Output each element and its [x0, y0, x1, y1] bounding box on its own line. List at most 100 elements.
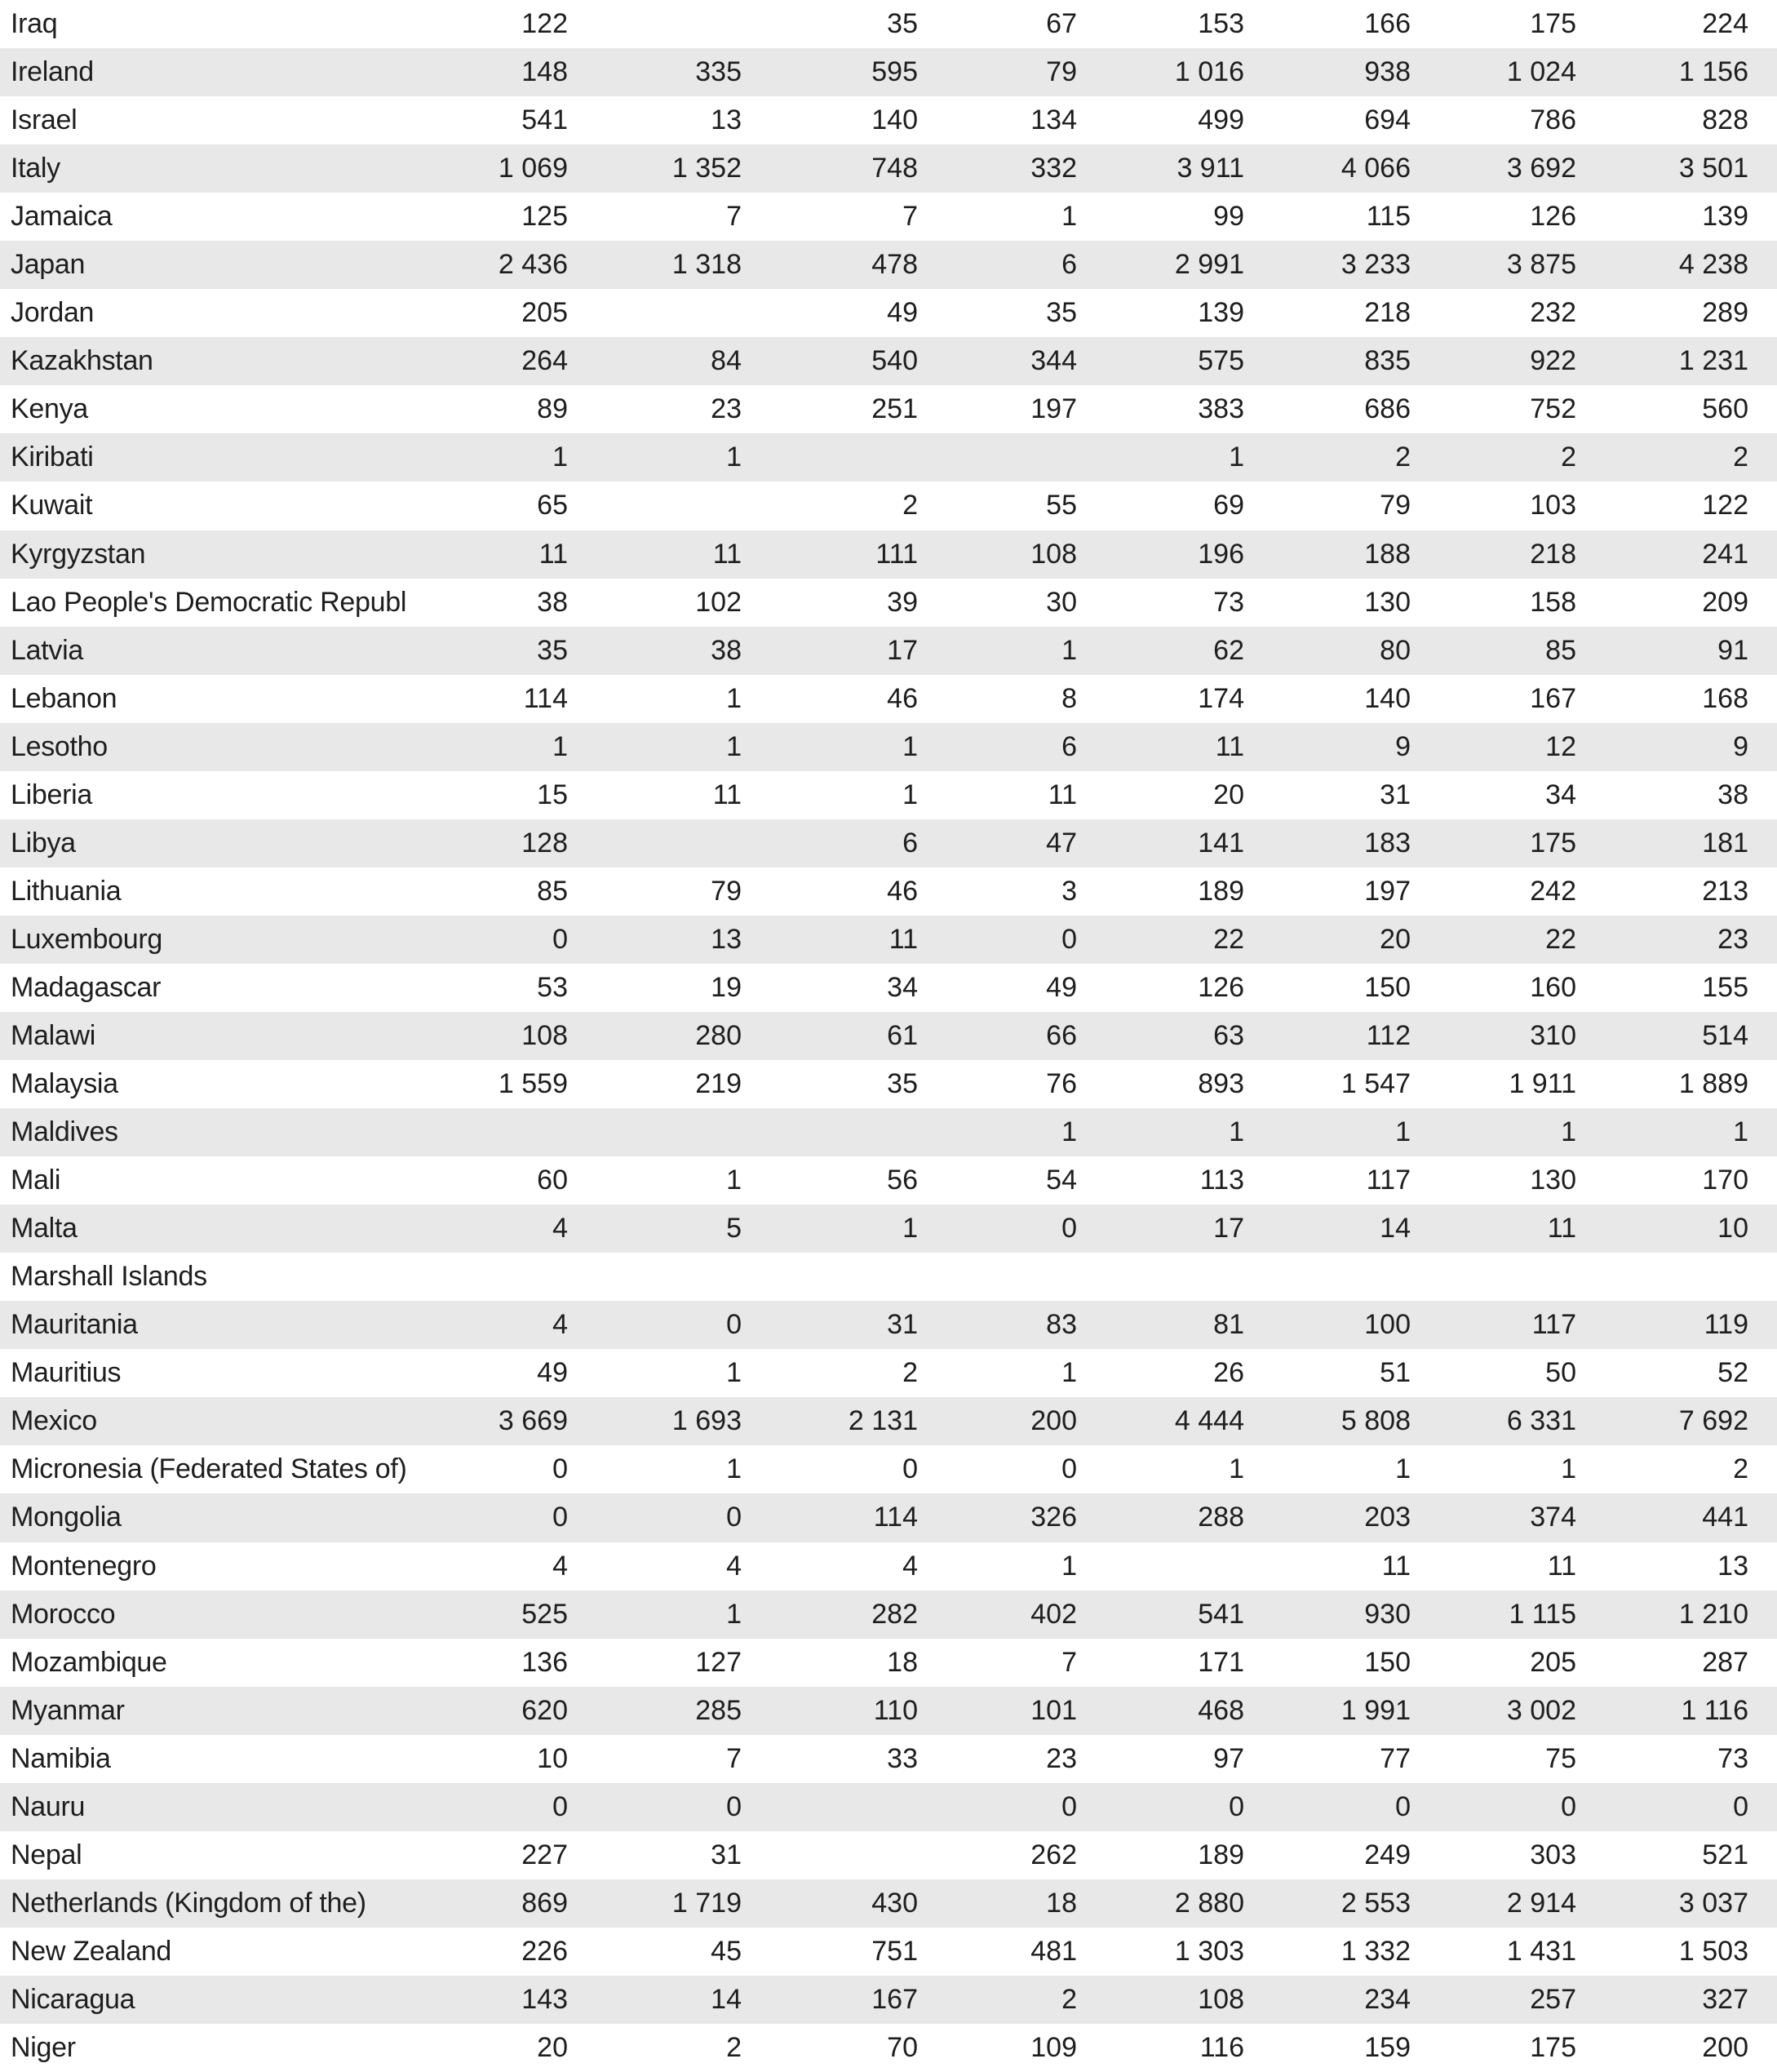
value-cell: 0	[902, 1453, 918, 1485]
table-row: Lebanon 114 1 46 8 174 140 167 168	[0, 674, 1777, 723]
value-cell: 344	[1030, 345, 1077, 377]
value-cell: 4 444	[1174, 1405, 1244, 1437]
value-cell: 108	[1198, 1983, 1244, 2015]
country-name-cell: Madagascar	[11, 971, 162, 1003]
value-cell: 196	[1198, 538, 1244, 570]
value-cell: 282	[871, 1598, 918, 1630]
country-name-cell: Jordan	[11, 297, 95, 329]
value-cell: 2	[1733, 1453, 1748, 1485]
value-cell: 241	[1702, 538, 1748, 570]
value-cell: 18	[1046, 1887, 1077, 1919]
value-cell: 4 238	[1678, 249, 1748, 281]
value-cell: 122	[1702, 490, 1748, 521]
value-cell: 80	[1380, 634, 1411, 666]
value-cell: 7	[1061, 1646, 1077, 1678]
country-name-cell: New Zealand	[11, 1935, 172, 1967]
value-cell: 287	[1702, 1646, 1748, 1678]
value-cell: 1	[902, 730, 918, 762]
value-cell: 115	[1366, 201, 1411, 233]
value-cell: 189	[1198, 875, 1244, 907]
value-cell: 430	[871, 1887, 918, 1919]
value-cell: 52	[1717, 1357, 1748, 1389]
value-cell: 1 991	[1341, 1694, 1411, 1726]
value-cell: 128	[521, 827, 568, 859]
value-cell: 126	[1530, 201, 1576, 233]
value-cell: 3 692	[1506, 153, 1576, 184]
value-cell: 20	[1213, 779, 1244, 810]
value-cell: 1	[1061, 1550, 1077, 1582]
value-cell: 1 024	[1506, 56, 1576, 88]
value-cell: 374	[1530, 1502, 1576, 1533]
value-cell: 31	[1380, 779, 1411, 810]
value-cell: 478	[871, 249, 918, 281]
table-row: Kazakhstan 264 84 540 344 575 835 922 1 231	[0, 337, 1777, 386]
value-cell: 6	[1061, 249, 1077, 281]
value-cell: 402	[1030, 1598, 1077, 1630]
value-cell: 1	[1561, 1453, 1576, 1485]
value-cell: 2	[1395, 441, 1411, 473]
country-name-cell: Nauru	[11, 1790, 86, 1822]
country-name-cell: Mali	[11, 1165, 61, 1196]
value-cell: 521	[1702, 1839, 1748, 1870]
value-cell: 148	[521, 56, 568, 88]
value-cell: 7	[726, 201, 742, 233]
value-cell: 1 547	[1341, 1068, 1411, 1100]
value-cell: 11	[888, 923, 918, 955]
value-cell: 922	[1530, 345, 1576, 377]
value-cell	[1415, 1253, 1580, 1301]
value-cell: 0	[552, 1790, 568, 1822]
value-cell: 0	[726, 1790, 742, 1822]
table-row: Marshall Islands	[0, 1253, 1777, 1302]
value-cell: 14	[711, 1983, 742, 2015]
value-cell: 35	[887, 8, 918, 40]
value-cell: 1 303	[1174, 1935, 1244, 1967]
value-cell: 60	[537, 1165, 568, 1196]
value-cell: 139	[1198, 297, 1244, 329]
country-name-cell: Maldives	[11, 1116, 118, 1148]
value-cell: 1	[726, 1357, 742, 1389]
country-name-cell: Mauritania	[11, 1309, 138, 1341]
value-cell: 251	[871, 393, 918, 425]
value-cell: 1	[1395, 1116, 1411, 1148]
value-cell: 326	[1030, 1502, 1077, 1533]
value-cell: 4	[902, 1550, 918, 1582]
value-cell: 100	[1364, 1309, 1411, 1341]
country-name-cell: Mexico	[11, 1405, 97, 1437]
value-cell	[746, 1253, 922, 1301]
value-cell: 134	[1030, 104, 1077, 136]
value-cell: 12	[1545, 730, 1576, 762]
value-cell: 84	[711, 345, 742, 377]
value-cell: 34	[1545, 779, 1576, 810]
country-name-cell: Liberia	[11, 779, 92, 810]
value-cell: 17	[1213, 1213, 1244, 1245]
value-cell: 1	[1229, 1453, 1244, 1485]
value-cell	[922, 433, 1081, 481]
value-cell: 205	[521, 297, 568, 329]
value-cell: 3 002	[1506, 1694, 1576, 1726]
value-cell: 26	[1213, 1357, 1244, 1389]
value-cell: 1 431	[1506, 1935, 1576, 1967]
value-cell: 67	[1046, 8, 1077, 40]
country-name-cell: Mozambique	[11, 1646, 167, 1678]
value-cell: 35	[537, 634, 568, 666]
value-cell: 0	[1395, 1790, 1411, 1822]
value-cell: 1	[1395, 1453, 1411, 1485]
value-cell: 468	[1198, 1694, 1244, 1726]
value-cell: 63	[1213, 1020, 1244, 1051]
value-cell: 1 352	[671, 153, 742, 184]
table-row: Lesotho 1 1 1 6 11 9 12 9	[0, 722, 1777, 771]
table-row: Mozambique 136 127 18 7 171 150 205 287	[0, 1638, 1777, 1687]
country-name-cell: Iraq	[11, 8, 58, 40]
table-row: Kiribati 1 1 1 2 2 2	[0, 433, 1777, 482]
value-cell: 136	[521, 1646, 568, 1678]
value-cell: 11	[712, 779, 742, 810]
value-cell: 197	[1030, 393, 1077, 425]
value-cell: 46	[887, 682, 918, 714]
table-row: Lao People's Democratic Republic 38 102 39 3…	[0, 578, 1777, 627]
country-name-cell: Marshall Islands	[11, 1261, 207, 1293]
value-cell: 3	[1061, 875, 1077, 907]
value-cell: 46	[887, 875, 918, 907]
value-cell: 130	[1530, 1165, 1576, 1196]
value-cell: 6	[902, 827, 918, 859]
value-cell: 224	[1702, 8, 1748, 40]
